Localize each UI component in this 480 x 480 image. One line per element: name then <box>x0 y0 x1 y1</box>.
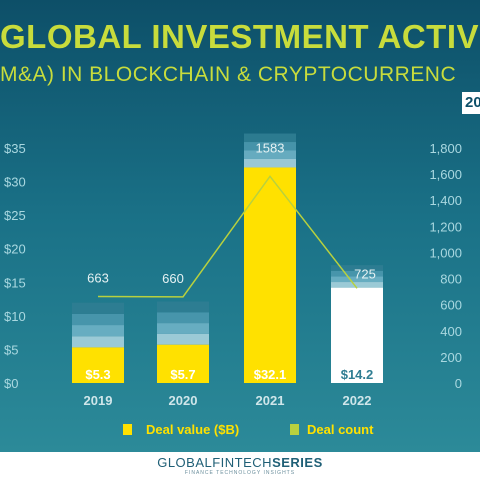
bar-segment <box>244 133 296 143</box>
y-left-tick-label: $15 <box>4 275 26 290</box>
legend-label-deal-count: Deal count <box>307 422 374 437</box>
y-right-tick-label: 400 <box>440 324 462 339</box>
bar-segment <box>244 158 296 168</box>
footer-bar <box>0 452 480 480</box>
bar-segment <box>331 282 383 288</box>
y-right-tick-label: 200 <box>440 350 462 365</box>
deal-count-label: 1583 <box>256 140 285 155</box>
bar-value-label: $14.2 <box>341 367 374 382</box>
y-right-tick-label: 1,600 <box>429 167 462 182</box>
deal-count-label: 663 <box>87 270 109 285</box>
y-right-tick-label: 1,800 <box>429 141 462 156</box>
bar-segment <box>157 312 209 324</box>
y-left-tick-label: $5 <box>4 342 18 357</box>
bar-deal-value <box>157 344 209 383</box>
bar-deal-value <box>331 287 383 383</box>
x-tick-label: 2020 <box>169 393 198 408</box>
deal-count-label: 725 <box>354 266 376 281</box>
y-right-tick-label: 0 <box>455 376 462 391</box>
chart-title: GLOBAL INVESTMENT ACTIV <box>0 18 480 55</box>
bar-segment <box>72 336 124 348</box>
legend-swatch-deal-value <box>123 424 132 435</box>
bar-segment <box>72 302 124 314</box>
y-right-tick-label: 600 <box>440 298 462 313</box>
deal-count-line <box>97 175 358 298</box>
bar-deal-value <box>244 167 296 383</box>
bar-segment <box>72 325 124 337</box>
y-right-tick-label: 800 <box>440 272 462 287</box>
y-left-tick-label: $35 <box>4 141 26 156</box>
brand-name: GLOBALFINTECHSERIES <box>157 455 323 470</box>
y-left-tick-label: $10 <box>4 309 26 324</box>
bar-value-label: $5.3 <box>85 367 110 382</box>
x-tick-label: 2019 <box>84 393 113 408</box>
y-left-tick-label: $0 <box>4 376 18 391</box>
y-left-tick-label: $25 <box>4 208 26 223</box>
bar-segment <box>157 323 209 334</box>
bar-value-label: $32.1 <box>254 367 287 382</box>
chart-subtitle: M&A) IN BLOCKCHAIN & CRYPTOCURRENC <box>0 63 457 86</box>
bar-segment <box>244 150 296 159</box>
bar-segment <box>244 142 296 151</box>
brand-tagline: FINANCE TECHNOLOGY INSIGHTS <box>184 470 296 476</box>
legend-label-deal-value: Deal value ($B) <box>146 422 239 437</box>
bar-deal-value <box>72 347 124 383</box>
bar-value-label: $5.7 <box>170 367 195 382</box>
y-left-tick-label: $20 <box>4 242 26 257</box>
y-right-tick-label: 1,000 <box>429 245 462 260</box>
y-right-tick-label: 1,400 <box>429 193 462 208</box>
y-left-tick-label: $30 <box>4 175 26 190</box>
y-right-tick-label: 1,200 <box>429 219 462 234</box>
bar-segment <box>72 313 124 326</box>
deal-count-label: 660 <box>162 271 184 286</box>
bar-segment <box>331 265 383 271</box>
year-badge: 20 <box>462 92 480 114</box>
bar-segment <box>331 270 383 277</box>
legend-swatch-deal-count <box>290 424 299 435</box>
x-tick-label: 2021 <box>256 393 285 408</box>
bar-segment <box>157 333 209 345</box>
x-tick-label: 2022 <box>343 393 372 408</box>
bar-segment <box>157 301 209 313</box>
bar-segment <box>331 276 383 283</box>
